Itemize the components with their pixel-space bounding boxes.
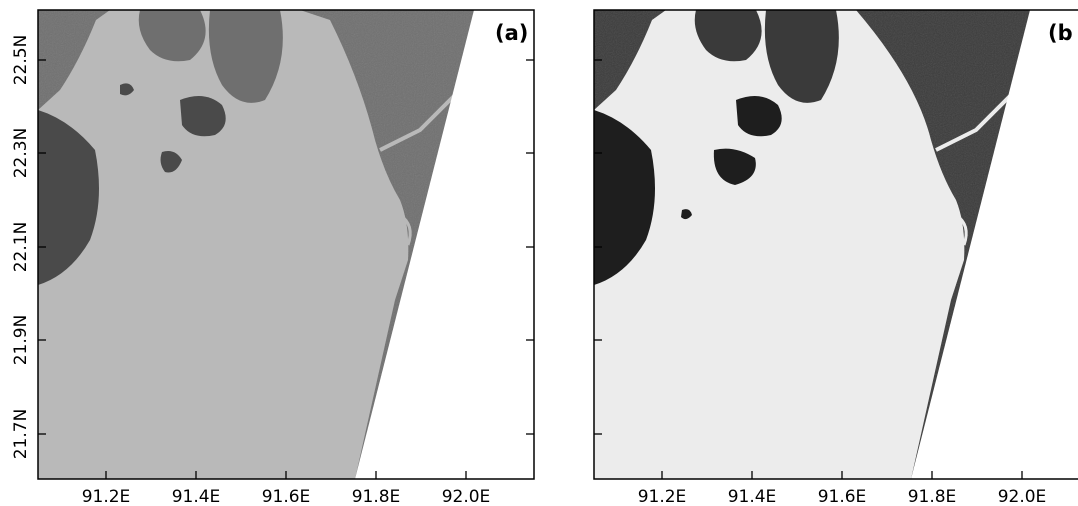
x-tick-label: 92.0E	[998, 487, 1047, 506]
y-tick-label: 22.3N	[11, 128, 31, 179]
axis-ticks: 91.2E 91.4E 91.6E 91.8E 92.0E 22.5N 22.3N 22.1N…	[11, 35, 1047, 506]
x-tick-label: 91.6E	[818, 487, 867, 506]
y-tick-label: 22.5N	[11, 35, 31, 86]
x-tick-label: 91.8E	[908, 487, 957, 506]
panel-b-label: (b	[1048, 21, 1073, 45]
y-tick-label: 22.1N	[11, 222, 31, 273]
panel-a: (a)	[38, 10, 534, 479]
x-tick-label: 91.4E	[728, 487, 777, 506]
y-tick-label: 21.9N	[11, 315, 31, 366]
x-tick-label: 91.4E	[172, 487, 221, 506]
x-tick-label: 91.8E	[352, 487, 401, 506]
x-tick-label: 91.2E	[82, 487, 131, 506]
x-tick-label: 91.6E	[262, 487, 311, 506]
x-tick-label: 92.0E	[442, 487, 491, 506]
panel-a-label: (a)	[495, 21, 528, 45]
y-tick-label: 21.7N	[11, 409, 31, 460]
panel-b: (b	[594, 10, 1078, 479]
x-tick-label: 91.2E	[638, 487, 687, 506]
